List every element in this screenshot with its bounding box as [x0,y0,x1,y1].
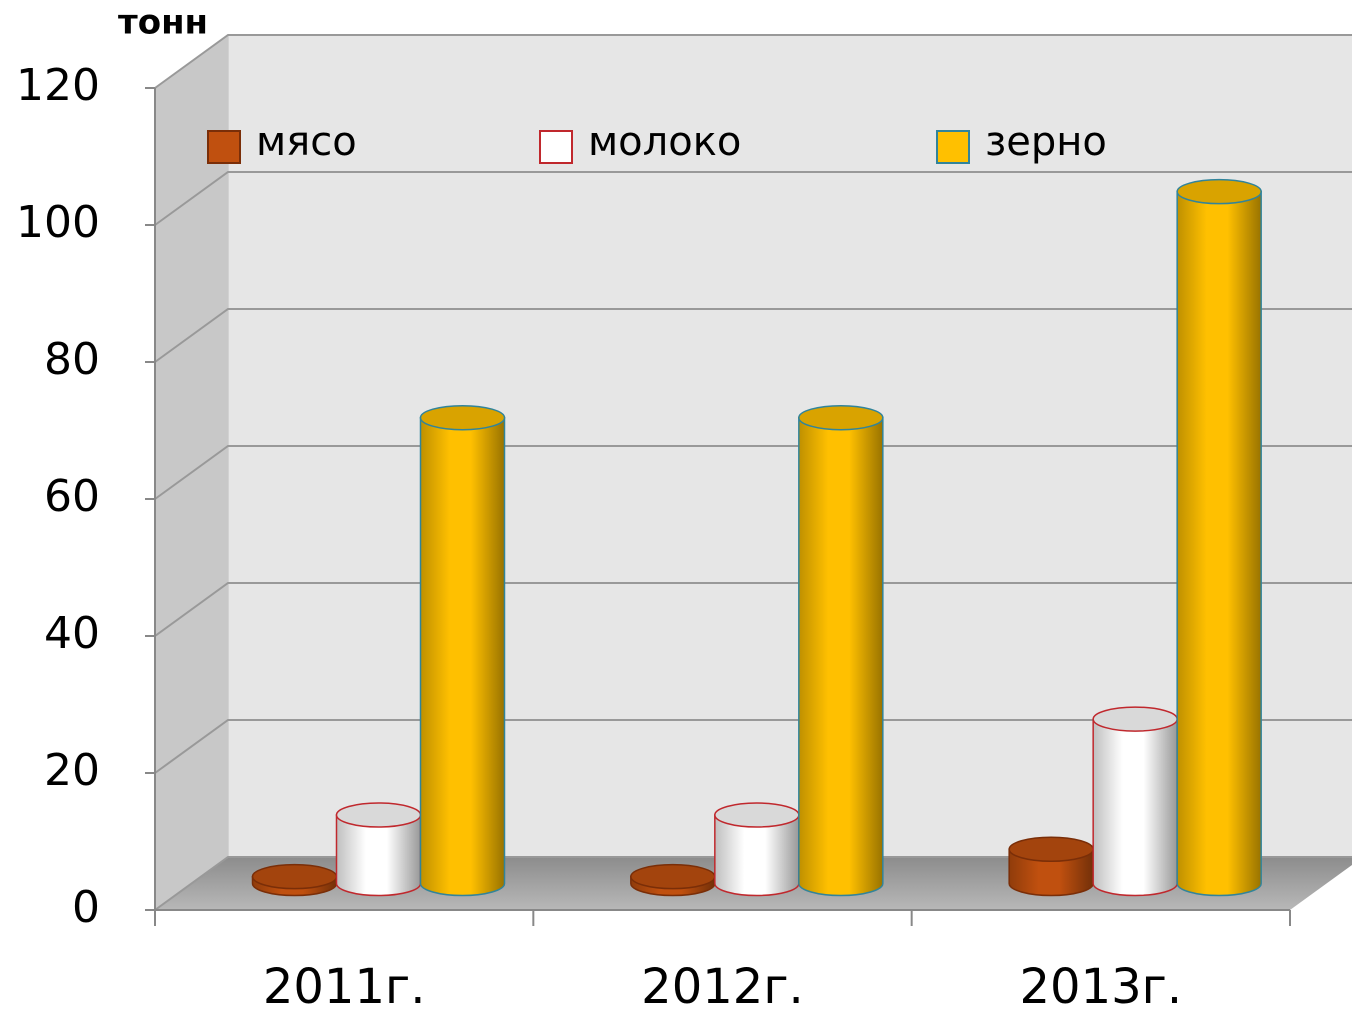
y-tick-label: 80 [44,334,100,385]
grid-line [154,445,1352,500]
grid-line [154,171,1352,226]
cylinder [1008,848,1094,897]
legend-label: молоко [588,119,741,165]
legend: мясо молоко зерно [207,119,1107,165]
legend-swatch [936,130,970,164]
x-tick-label: 2013г. [1020,959,1183,1014]
cylinder-top [1092,706,1178,732]
cylinder-top [251,863,338,890]
y-tick-label: 0 [72,882,100,933]
cylinder-top [798,404,884,431]
marks [251,178,1262,897]
grid-line [154,856,1352,911]
cylinder-top [714,802,800,828]
grid-line [154,719,1352,774]
legend-swatch [539,130,573,164]
cylinder [714,814,800,897]
y-tick-label: 60 [44,471,100,522]
y-tick-label: 100 [16,197,100,248]
cylinder [1176,190,1262,897]
grid [154,34,1352,911]
y-tick-label: 40 [44,608,100,659]
x-tick-label: 2011г. [263,959,426,1014]
x-tick-label: 2012г. [641,959,804,1014]
legend-label: зерно [985,119,1107,165]
legend-swatch [207,130,241,164]
cylinder-top [419,404,506,431]
grid-line [154,308,1352,363]
cylinder-top [1008,836,1094,862]
grid-line [154,582,1352,637]
y-axis-label: тонн [118,3,208,43]
y-tick-label: 120 [16,60,100,111]
cylinder-top [630,863,716,890]
cylinder [798,416,884,897]
cylinder [1092,718,1178,897]
grid-line [154,34,1352,89]
cylinder-top [1176,178,1262,205]
legend-label: мясо [256,119,357,165]
cylinder-top [335,802,422,828]
cylinder [419,416,506,897]
y-tick-label: 20 [44,745,100,796]
cylinder [335,814,422,897]
